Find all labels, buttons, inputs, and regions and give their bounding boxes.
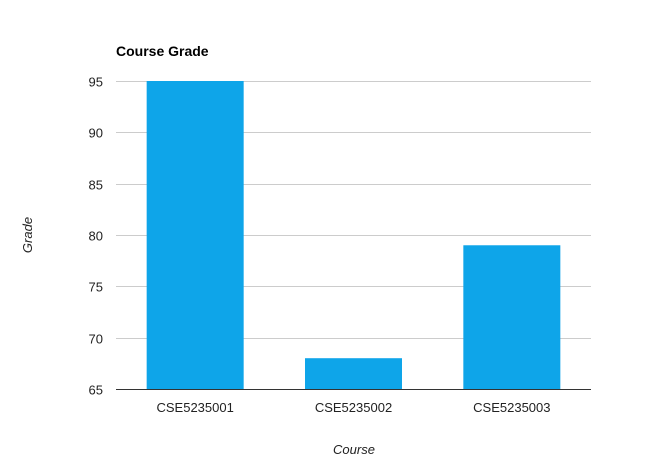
- y-tick-label: 80: [89, 229, 103, 244]
- bar-CSE5235002: [305, 358, 402, 389]
- y-tick-label: 85: [89, 178, 103, 193]
- y-axis-ticks: 65 70 75 80 85 90 95: [89, 75, 103, 398]
- y-axis-title: Grade: [20, 217, 35, 253]
- x-tick-label: CSE5235001: [156, 400, 233, 415]
- bar-CSE5235003: [463, 245, 561, 389]
- y-tick-label: 95: [89, 75, 103, 90]
- chart-title: Course Grade: [116, 43, 209, 59]
- y-tick-label: 65: [89, 383, 103, 398]
- y-tick-label: 70: [89, 332, 103, 347]
- bar-CSE5235001: [146, 81, 244, 389]
- x-tick-label: CSE5235002: [315, 400, 392, 415]
- bars: [146, 81, 561, 389]
- y-tick-label: 90: [89, 126, 103, 141]
- x-axis-title: Course: [333, 442, 375, 457]
- y-tick-label: 75: [89, 280, 103, 295]
- x-tick-label: CSE5235003: [473, 400, 550, 415]
- x-axis-ticks: CSE5235001 CSE5235002 CSE5235003: [156, 400, 550, 415]
